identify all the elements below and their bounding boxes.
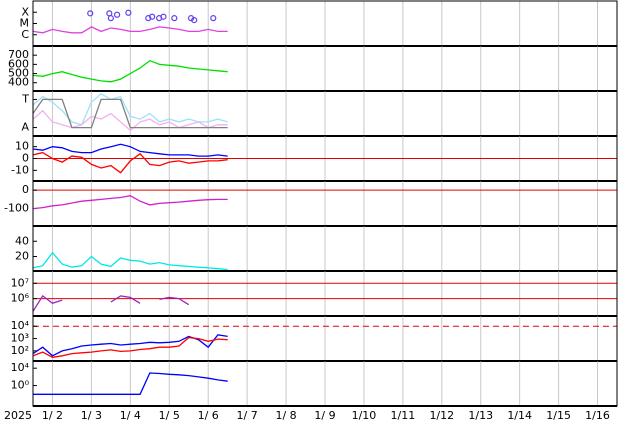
event-marker <box>171 15 178 22</box>
x-tick-label: 1/12 <box>429 409 454 422</box>
x-tick-label: 1/ 4 <box>120 409 141 422</box>
y-tick-label: 10³ <box>11 332 29 345</box>
y-tick-label: 10⁶ <box>11 292 30 305</box>
series-line <box>32 109 228 132</box>
event-marker <box>113 11 121 18</box>
x-tick-label: 1/ 5 <box>159 409 180 422</box>
y-tick-label: X <box>21 5 29 18</box>
y-tick-label: 20 <box>15 250 29 263</box>
series-line <box>32 143 228 157</box>
series-line <box>32 251 228 271</box>
x-tick-label: 1/ 9 <box>314 409 335 422</box>
y-tick-label: T <box>21 92 29 105</box>
series-line <box>32 195 228 210</box>
y-tick-label: -10 <box>11 163 29 176</box>
y-tick-label: 10⁴ <box>11 319 30 332</box>
x-tick-label: 1/ 3 <box>81 409 102 422</box>
series-line <box>32 98 228 129</box>
year-label: 2025 <box>4 409 32 422</box>
x-tick-label: 1/ 6 <box>198 409 219 422</box>
y-tick-label: -100 <box>4 202 29 215</box>
event-marker <box>210 15 217 22</box>
y-tick-label: 10⁷ <box>11 276 29 289</box>
x-tick-label: 1/13 <box>468 409 493 422</box>
x-tick-label: 1/ 2 <box>42 409 63 422</box>
series-line <box>32 151 228 174</box>
y-tick-label: 10⁴ <box>11 361 30 374</box>
series-line <box>33 372 228 395</box>
y-tick-label: C <box>21 28 29 41</box>
event-marker <box>87 10 94 17</box>
y-tick-label: 400 <box>8 76 29 89</box>
y-tick-label: M <box>20 17 30 30</box>
event-marker <box>160 13 167 20</box>
y-tick-label: 0 <box>22 183 29 196</box>
x-tick-label: 1/10 <box>352 409 377 422</box>
y-tick-label: 600 <box>8 57 29 70</box>
y-tick-label: 0 <box>22 152 29 165</box>
series-line <box>32 59 228 83</box>
y-tick-label: 500 <box>8 67 29 80</box>
x-tick-label: 1/16 <box>585 409 610 422</box>
x-tick-label: 1/15 <box>546 409 571 422</box>
event-marker <box>145 15 152 22</box>
event-marker <box>125 9 132 16</box>
y-tick-label: A <box>21 121 29 134</box>
y-tick-label: 700 <box>8 48 29 61</box>
x-tick-label: 1/ 8 <box>275 409 296 422</box>
series-line <box>32 26 228 34</box>
x-tick-label: 1/ 7 <box>237 409 258 422</box>
y-tick-label: 10² <box>11 344 29 357</box>
series-line <box>32 294 190 312</box>
event-marker <box>191 17 198 24</box>
y-tick-label: 10⁰ <box>11 379 30 392</box>
event-marker <box>107 15 114 22</box>
y-tick-label: 40 <box>15 234 29 247</box>
series-line <box>32 93 228 126</box>
series-line <box>32 336 228 358</box>
x-tick-label: 1/14 <box>507 409 532 422</box>
y-tick-label: 10 <box>15 140 29 153</box>
x-tick-label: 1/11 <box>391 409 416 422</box>
event-marker <box>149 13 156 20</box>
